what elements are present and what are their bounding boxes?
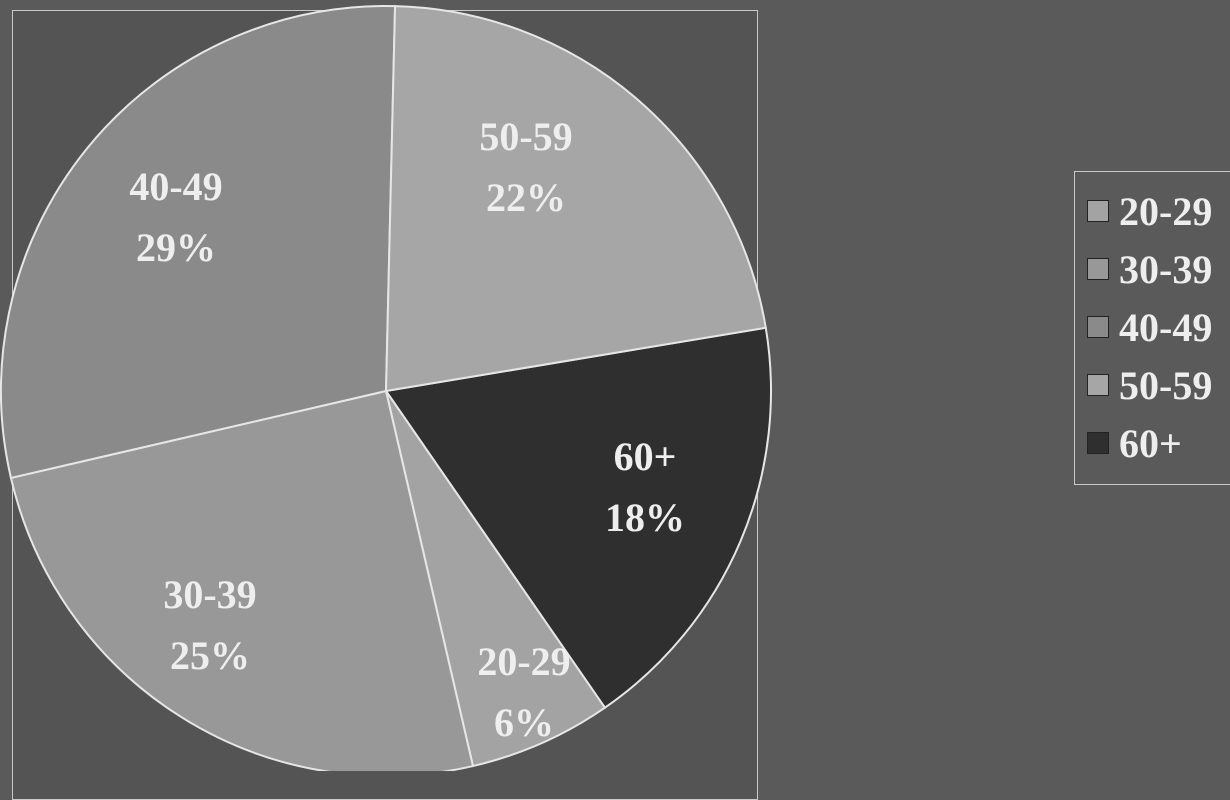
slice-percent-label: 29% bbox=[136, 225, 216, 270]
legend-label: 40-49 bbox=[1119, 304, 1213, 350]
pie-slice-50-59 bbox=[384, 5, 767, 393]
legend-label: 30-39 bbox=[1119, 246, 1213, 292]
pie-slice-60plus bbox=[384, 326, 772, 710]
legend-label: 20-29 bbox=[1119, 188, 1213, 234]
slice-category-label: 20-29 bbox=[477, 639, 570, 684]
legend-swatch bbox=[1087, 200, 1109, 222]
legend-item: 60+ bbox=[1087, 418, 1182, 468]
slice-category-label: 30-39 bbox=[163, 572, 256, 617]
pie-chart: 60+ 18% 20-29 6% 30-39 25% 40-49 29% 50-59 22% bbox=[0, 5, 772, 771]
slice-category-label: 60+ bbox=[614, 434, 677, 479]
legend-item: 40-49 bbox=[1087, 302, 1212, 352]
slice-percent-label: 22% bbox=[486, 175, 566, 220]
legend-item: 20-29 bbox=[1087, 186, 1212, 236]
pie-slice-40-49 bbox=[0, 5, 397, 480]
legend-item: 30-39 bbox=[1087, 244, 1212, 294]
legend: 20-29 30-39 40-49 50-59 60+ bbox=[1074, 171, 1230, 485]
slice-category-label: 50-59 bbox=[479, 114, 572, 159]
pie-slice-30-39 bbox=[9, 389, 475, 771]
legend-label: 60+ bbox=[1119, 420, 1182, 466]
slice-percent-label: 6% bbox=[494, 700, 554, 745]
slice-percent-label: 18% bbox=[605, 495, 685, 540]
slice-category-label: 40-49 bbox=[129, 164, 222, 209]
legend-label: 50-59 bbox=[1119, 362, 1213, 408]
legend-swatch bbox=[1087, 258, 1109, 280]
legend-item: 50-59 bbox=[1087, 360, 1212, 410]
slice-percent-label: 25% bbox=[170, 633, 250, 678]
legend-swatch bbox=[1087, 374, 1109, 396]
chart-canvas: 60+ 18% 20-29 6% 30-39 25% 40-49 29% 50-59 22% 20… bbox=[0, 5, 1230, 800]
legend-swatch bbox=[1087, 432, 1109, 454]
legend-swatch bbox=[1087, 316, 1109, 338]
pie-slice-20-29 bbox=[385, 390, 607, 768]
